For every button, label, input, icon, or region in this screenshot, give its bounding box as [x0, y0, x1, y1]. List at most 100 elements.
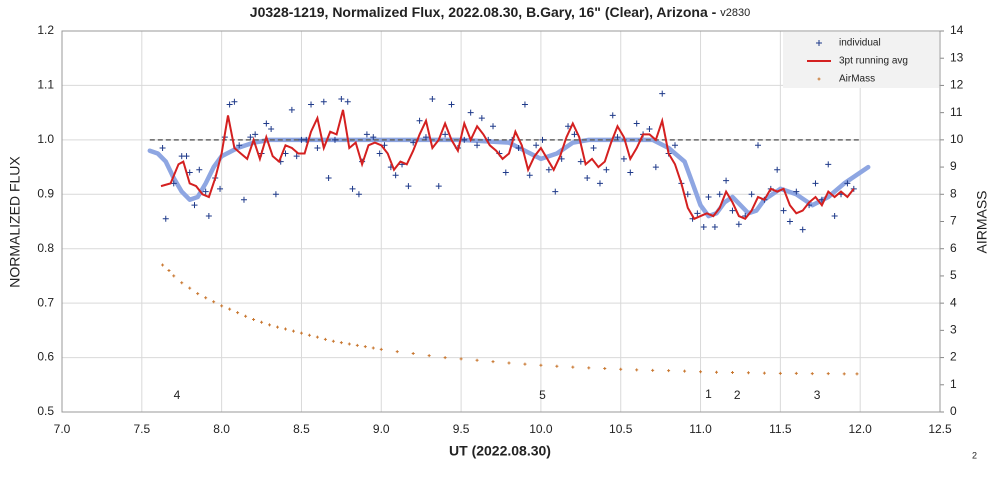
- data-point: [778, 371, 782, 375]
- data-point: [683, 369, 687, 373]
- data-point: [355, 343, 359, 347]
- data-point: [571, 365, 575, 369]
- data-point: [780, 207, 787, 214]
- y2-tick-label: 6: [950, 241, 957, 255]
- data-point: [240, 196, 247, 203]
- data-point: [619, 367, 623, 371]
- y-tick-label: 0.5: [37, 404, 54, 418]
- data-point: [411, 351, 415, 355]
- x-axis-label: UT (2022.08.30): [449, 443, 551, 459]
- data-point: [379, 347, 383, 351]
- data-point: [314, 145, 321, 152]
- data-point: [826, 372, 830, 376]
- data-point: [410, 139, 417, 146]
- y2-tick-label: 11: [950, 105, 963, 119]
- legend-label: AirMass: [839, 74, 875, 85]
- y-tick-label: 1.2: [37, 23, 54, 37]
- legend-label: 3pt running avg: [839, 56, 908, 67]
- annotation: 4: [174, 388, 181, 402]
- data-point: [443, 356, 447, 360]
- plot-area: [62, 31, 940, 412]
- data-point: [794, 371, 798, 375]
- data-point: [236, 311, 240, 315]
- y2-tick-label: 10: [950, 132, 964, 146]
- data-point: [244, 314, 248, 318]
- data-point: [694, 210, 701, 217]
- data-point: [571, 131, 578, 138]
- data-point: [159, 145, 166, 152]
- y-tick-label: 1.0: [37, 132, 54, 146]
- data-point: [699, 370, 703, 374]
- data-point: [633, 120, 640, 127]
- data-point: [459, 357, 463, 361]
- y2-tick-label: 8: [950, 186, 957, 200]
- data-point: [700, 223, 707, 230]
- annotation: 1: [705, 387, 712, 401]
- y-tick-label: 0.8: [37, 241, 54, 255]
- data-point: [590, 145, 597, 152]
- data-point: [282, 150, 289, 157]
- data-point: [651, 368, 655, 372]
- data-point: [587, 366, 591, 370]
- data-point: [614, 134, 621, 141]
- data-point: [371, 346, 375, 350]
- data-point: [307, 333, 311, 337]
- annotation: 5: [539, 388, 546, 402]
- data-point: [320, 98, 327, 105]
- y-tick-label: 0.7: [37, 295, 54, 309]
- data-point: [735, 221, 742, 228]
- data-point: [584, 174, 591, 181]
- plot-border: [61, 30, 941, 413]
- x-tick-label: 12.5: [928, 422, 952, 436]
- annotation: 3: [814, 388, 821, 402]
- data-point: [370, 134, 377, 141]
- data-point: [252, 317, 256, 321]
- legend-swatch: [817, 77, 821, 81]
- data-point: [363, 345, 367, 349]
- data-point: [161, 263, 165, 267]
- y2-tick-label: 3: [950, 323, 957, 337]
- data-point: [672, 142, 679, 149]
- data-point: [755, 142, 762, 149]
- data-point: [539, 363, 543, 367]
- data-point: [475, 358, 479, 362]
- y2-tick-label: 7: [950, 214, 957, 228]
- data-point: [786, 218, 793, 225]
- data-point: [231, 98, 238, 105]
- data-point: [491, 360, 495, 364]
- data-point: [684, 191, 691, 198]
- data-point: [276, 325, 280, 329]
- data-point: [603, 166, 610, 173]
- data-point: [552, 188, 559, 195]
- data-point: [429, 96, 436, 103]
- data-point: [395, 350, 399, 354]
- data-point: [291, 329, 295, 333]
- data-point: [252, 131, 259, 138]
- data-point: [565, 123, 572, 130]
- data-point: [555, 364, 559, 368]
- data-point: [183, 153, 190, 160]
- data-point: [646, 125, 653, 132]
- data-point: [299, 331, 303, 335]
- data-point: [405, 183, 412, 190]
- data-point: [376, 150, 383, 157]
- data-point: [220, 304, 224, 308]
- data-point: [667, 369, 671, 373]
- data-point: [344, 98, 351, 105]
- x-tick-label: 12.0: [849, 422, 873, 436]
- legend-swatch: [816, 40, 822, 46]
- data-point: [507, 361, 511, 365]
- data-point: [308, 101, 315, 108]
- data-point: [392, 172, 399, 179]
- data-point: [842, 372, 846, 376]
- data-point: [212, 300, 216, 304]
- data-point: [825, 161, 832, 168]
- data-point: [793, 188, 800, 195]
- y2-tick-label: 2: [950, 350, 957, 364]
- data-point: [730, 371, 734, 375]
- data-point: [288, 106, 295, 113]
- title-text: J0328-1219, Normalized Flux, 2022.08.30,…: [250, 4, 717, 20]
- data-point: [609, 112, 616, 119]
- data-point: [268, 323, 272, 327]
- data-point: [293, 153, 300, 160]
